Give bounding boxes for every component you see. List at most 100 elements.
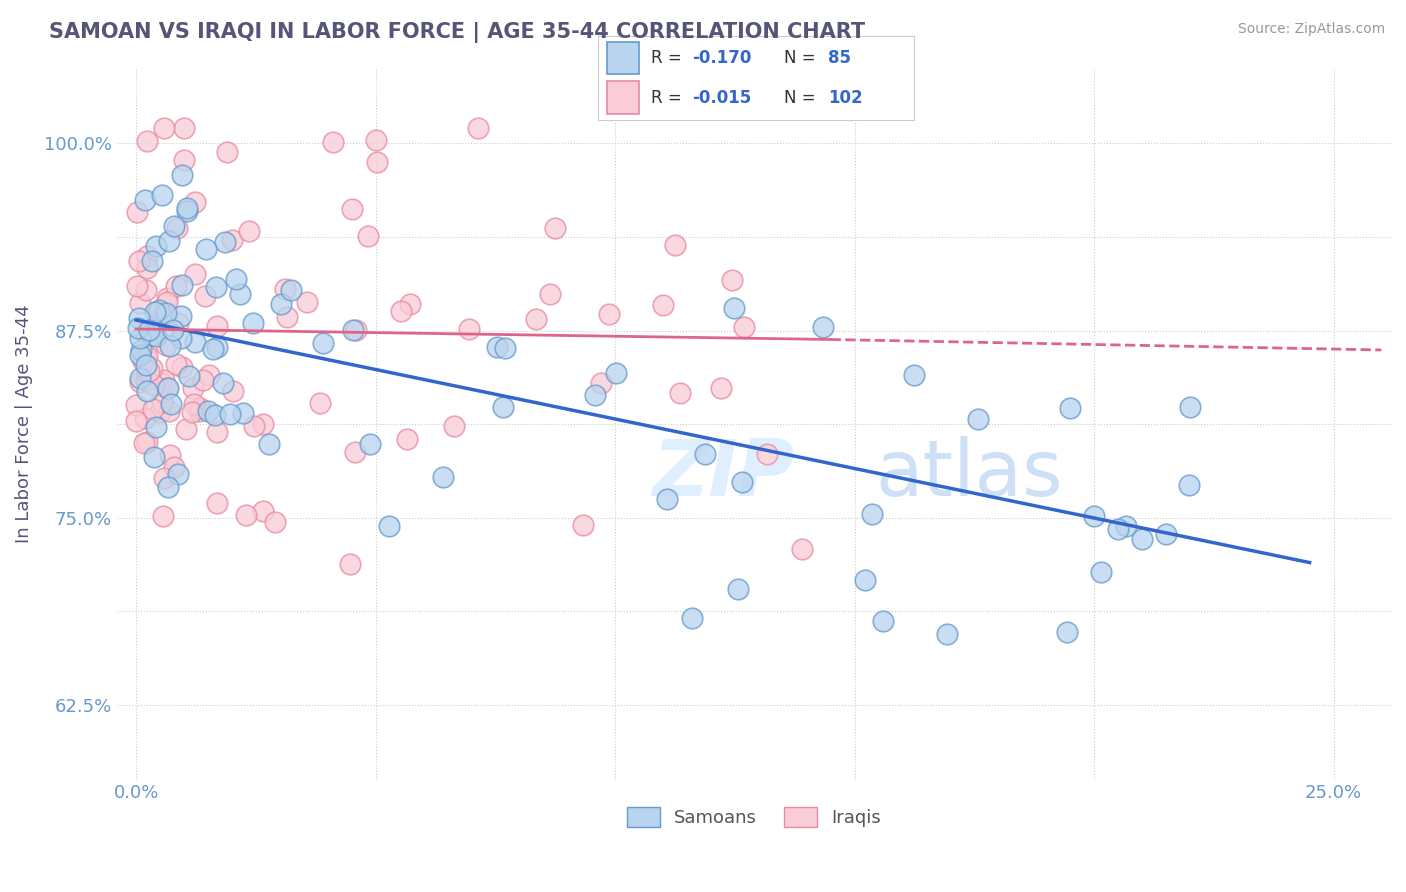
Point <box>967 412 990 426</box>
Point <box>141 328 163 343</box>
Point <box>274 282 297 296</box>
Point <box>197 403 219 417</box>
Point <box>229 287 252 301</box>
Point <box>152 306 174 320</box>
Point <box>756 446 779 460</box>
Point <box>389 304 412 318</box>
Point <box>176 201 198 215</box>
Point <box>205 496 228 510</box>
Point <box>432 469 454 483</box>
Text: R =: R = <box>651 88 688 106</box>
Point <box>860 508 883 522</box>
Point <box>125 398 148 412</box>
Point <box>243 418 266 433</box>
Text: atlas: atlas <box>875 436 1063 512</box>
Point <box>366 155 388 169</box>
Point <box>165 279 187 293</box>
Point <box>184 335 207 350</box>
Text: 85: 85 <box>828 49 852 67</box>
Point <box>1059 401 1081 415</box>
FancyBboxPatch shape <box>607 81 638 113</box>
Point <box>238 224 260 238</box>
Point <box>127 320 149 334</box>
Point <box>221 233 243 247</box>
Point <box>378 519 401 533</box>
Point <box>162 460 184 475</box>
Point <box>135 349 157 363</box>
Point <box>184 267 207 281</box>
Legend: Samoans, Iraqis: Samoans, Iraqis <box>620 799 889 835</box>
Point <box>1130 533 1153 547</box>
Point <box>148 302 170 317</box>
Point <box>135 283 157 297</box>
Point <box>242 317 264 331</box>
Point <box>150 188 173 202</box>
Point <box>651 298 673 312</box>
Point <box>159 397 181 411</box>
Point <box>1083 509 1105 524</box>
Point <box>733 320 755 334</box>
Point <box>252 504 274 518</box>
Point <box>150 376 173 391</box>
Point <box>156 381 179 395</box>
Point <box>136 365 159 379</box>
Point <box>125 204 148 219</box>
Point <box>157 234 180 248</box>
Point <box>1115 518 1137 533</box>
Point <box>813 319 835 334</box>
Point <box>1178 400 1201 414</box>
Text: -0.015: -0.015 <box>692 88 752 106</box>
Point <box>176 203 198 218</box>
Point <box>132 354 155 368</box>
Point <box>145 239 167 253</box>
Point <box>205 318 228 333</box>
Point <box>212 376 235 391</box>
Point <box>128 371 150 385</box>
Point <box>340 202 363 216</box>
Point <box>156 291 179 305</box>
Point <box>191 373 214 387</box>
Point <box>173 121 195 136</box>
Point <box>727 582 749 596</box>
Point <box>141 253 163 268</box>
Point <box>399 297 422 311</box>
Point <box>136 384 159 399</box>
Point <box>167 467 190 481</box>
Point <box>309 395 332 409</box>
Point <box>135 373 157 387</box>
Point <box>494 341 516 355</box>
Point <box>723 301 745 315</box>
Point <box>162 219 184 233</box>
Point <box>135 249 157 263</box>
Point <box>135 326 157 341</box>
Point <box>693 447 716 461</box>
Point <box>188 404 211 418</box>
Point <box>903 368 925 382</box>
Point <box>129 348 152 362</box>
Point <box>492 401 515 415</box>
Point <box>544 220 567 235</box>
Point <box>129 331 152 345</box>
Point <box>153 121 176 136</box>
Point <box>149 405 172 419</box>
Point <box>598 307 620 321</box>
Point <box>190 401 212 415</box>
Point <box>134 411 156 425</box>
Point <box>181 381 204 395</box>
Point <box>156 381 179 395</box>
Point <box>145 420 167 434</box>
Text: ZIP: ZIP <box>652 436 794 512</box>
Point <box>159 448 181 462</box>
Point <box>205 280 228 294</box>
Point <box>538 287 561 301</box>
Point <box>152 509 174 524</box>
Point <box>135 134 157 148</box>
Point <box>872 615 894 629</box>
Point <box>134 347 156 361</box>
Point <box>179 368 201 383</box>
Point <box>572 518 595 533</box>
Point <box>172 277 194 292</box>
Point <box>197 368 219 382</box>
Point <box>589 376 612 391</box>
Point <box>252 417 274 432</box>
